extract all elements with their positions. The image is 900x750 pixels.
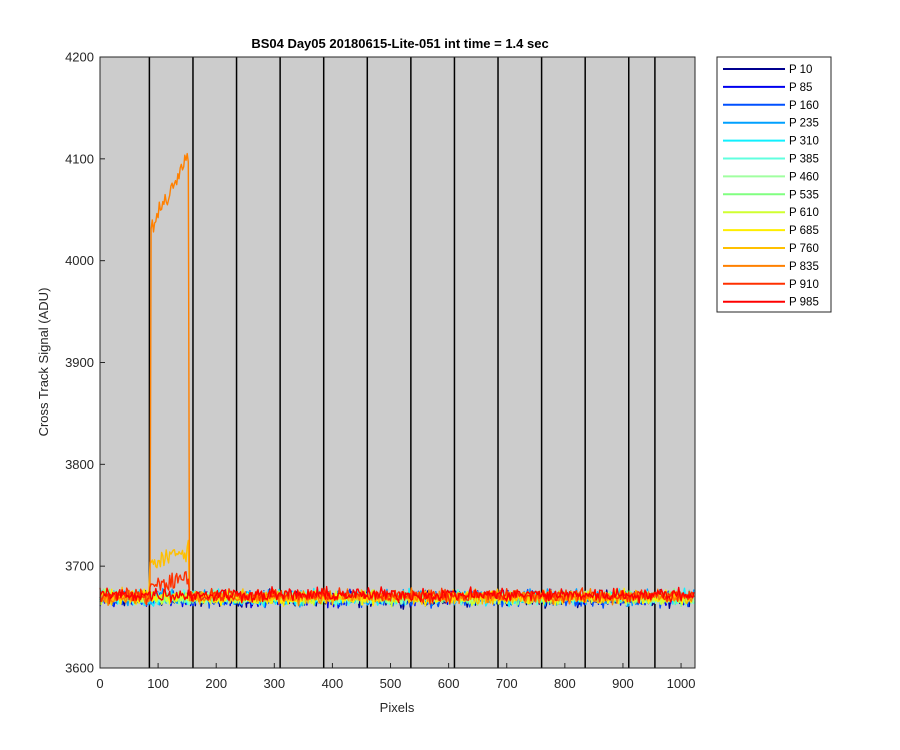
x-tick-label: 700 (496, 676, 518, 691)
y-tick-label: 3900 (65, 355, 94, 370)
legend-label: P 610 (789, 207, 819, 219)
legend-label: P 235 (789, 118, 819, 130)
legend-label: P 310 (789, 136, 819, 148)
y-tick-label: 3800 (65, 457, 94, 472)
legend-label: P 760 (789, 243, 819, 255)
x-tick-label: 400 (322, 676, 344, 691)
legend-label: P 85 (789, 82, 812, 94)
plot-area (100, 57, 695, 668)
x-tick-label: 200 (205, 676, 227, 691)
legend-label: P 10 (789, 64, 812, 76)
legend: P 10 P 85 P 160 P 235 P 310 P 385 P 460 P 535 P … (716, 56, 832, 313)
legend-label: P 535 (789, 189, 819, 201)
chart-title: BS04 Day05 20180615-Lite-051 int time = … (251, 36, 548, 51)
x-tick-label: 800 (554, 676, 576, 691)
x-tick-label: 1000 (667, 676, 696, 691)
x-tick-label: 500 (380, 676, 402, 691)
x-tick-label: 600 (438, 676, 460, 691)
y-tick-label: 4200 (65, 50, 94, 65)
x-tick-label: 100 (147, 676, 169, 691)
y-tick-label: 4000 (65, 253, 94, 268)
legend-label: P 835 (789, 261, 819, 273)
y-tick-label: 3600 (65, 661, 94, 676)
x-tick-label: 900 (612, 676, 634, 691)
series-line (99, 585, 695, 604)
legend-label: P 685 (789, 225, 819, 237)
legend-box (716, 56, 832, 313)
x-axis-label: Pixels (380, 700, 415, 715)
y-tick-label: 3700 (65, 559, 94, 574)
series-layer (99, 152, 695, 610)
x-axis: 0 100 200 300 400 500 600 700 800 900 1000 (96, 663, 696, 691)
y-axis: 3600 3700 3800 3900 4000 4100 4200 (65, 50, 105, 676)
legend-label: P 460 (789, 171, 819, 183)
legend-label: P 160 (789, 100, 819, 112)
x-tick-label: 0 (96, 676, 103, 691)
y-axis-label: Cross Track Signal (ADU) (36, 288, 51, 437)
x-tick-label: 300 (263, 676, 285, 691)
vertical-separators (148, 57, 656, 668)
legend-label: P 385 (789, 154, 819, 166)
y-tick-label: 4100 (65, 151, 94, 166)
legend-label: P 910 (789, 279, 819, 291)
legend-label: P 985 (789, 297, 819, 309)
